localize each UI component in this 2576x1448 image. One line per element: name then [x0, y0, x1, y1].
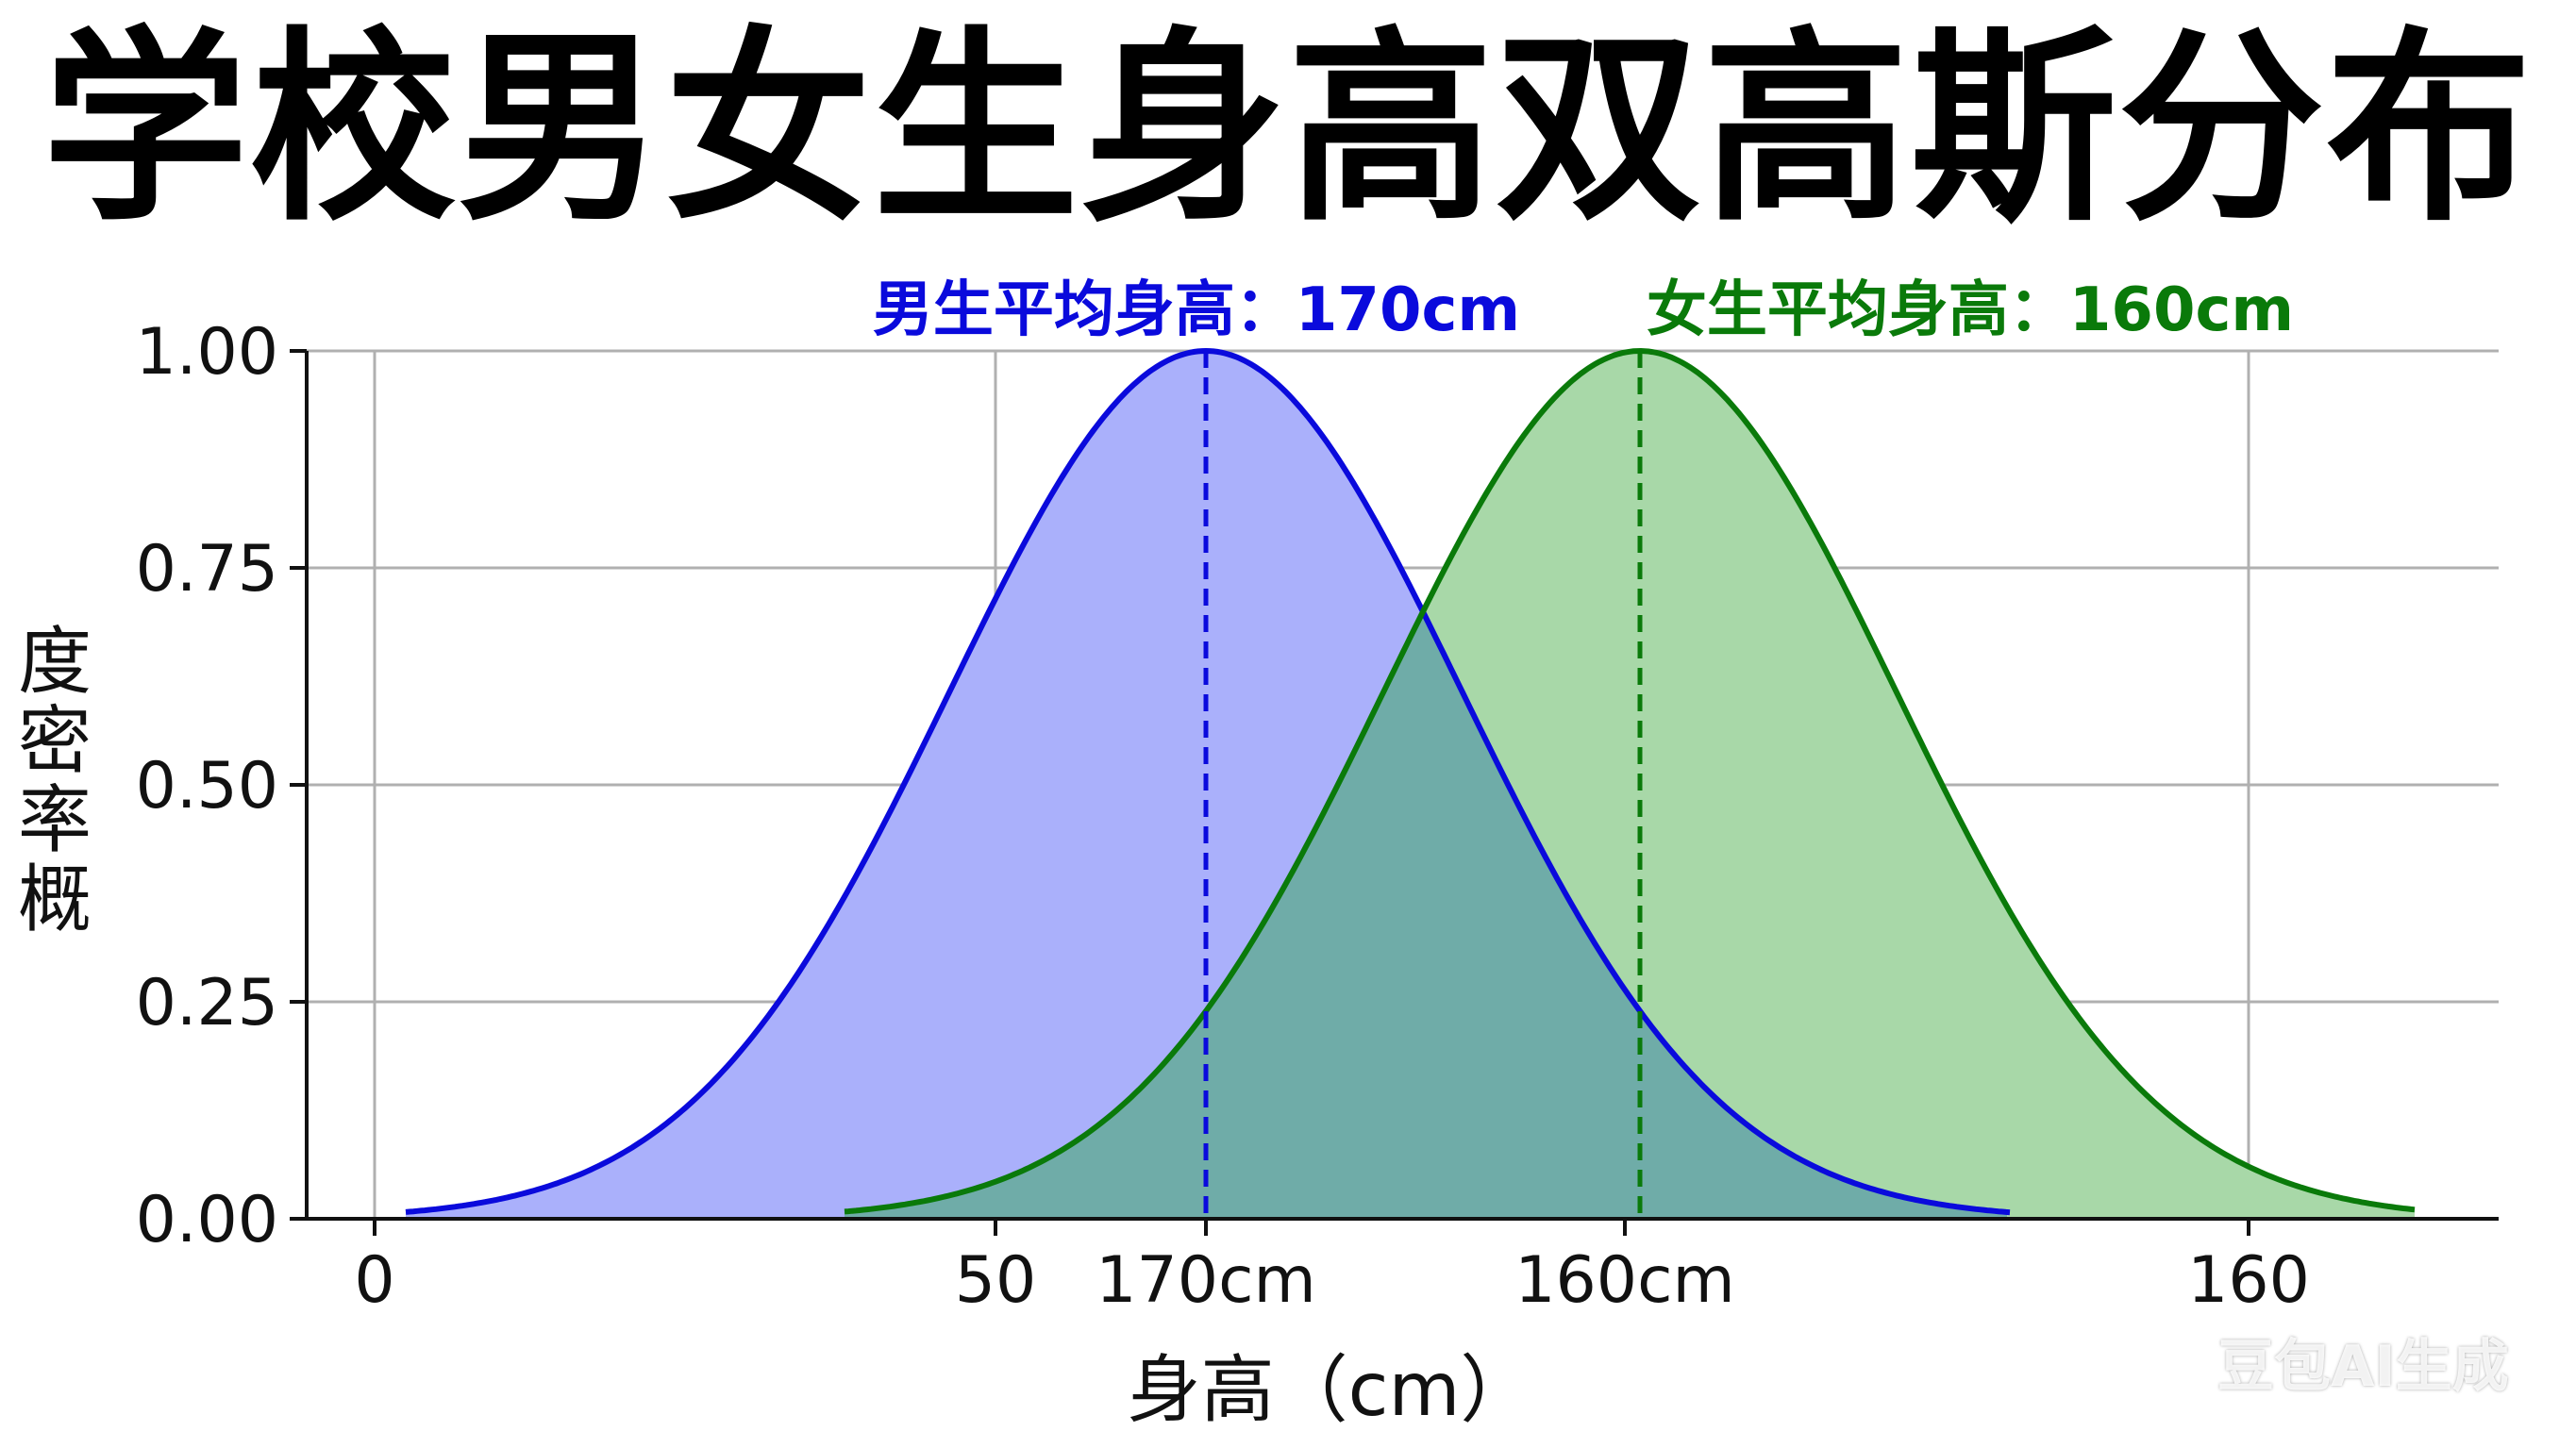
x-tick-label: 160cm — [1514, 1243, 1734, 1318]
y-tick-label: 0.75 — [136, 532, 278, 607]
female-density-curve — [844, 347, 2416, 1215]
watermark: 豆包AI生成 — [2217, 1334, 2509, 1400]
y-axis-label-char: 率 — [18, 778, 92, 863]
female-mean-annotation: 女生平均身高：160cm — [1647, 275, 2294, 345]
density-curves — [405, 347, 2416, 1219]
y-axis-label-char: 密 — [18, 699, 92, 784]
y-tick-label: 0.50 — [136, 749, 278, 824]
y-tick-labels: 0.00 0.25 0.50 0.75 1.00 — [136, 315, 307, 1257]
x-tick-label: 160 — [2187, 1243, 2310, 1318]
male-mean-annotation: 男生平均身高：170cm — [873, 275, 1520, 345]
overlap-density-area — [845, 613, 2007, 1219]
y-axis-label-char: 度 — [18, 620, 92, 705]
x-tick-label: 50 — [955, 1243, 1037, 1318]
y-tick-label: 0.25 — [136, 966, 278, 1040]
x-axis-label: 身高（cm） — [1128, 1348, 1534, 1433]
y-tick-label: 0.00 — [136, 1183, 278, 1257]
y-tick-label: 1.00 — [136, 315, 278, 390]
x-tick-label: 170cm — [1096, 1243, 1315, 1318]
y-axis-label-char: 概 — [18, 857, 92, 942]
chart-title: 学校男女生身高双高斯分布 — [42, 10, 2534, 249]
x-tick-labels: 0 50 170cm 160cm 160 — [354, 1219, 2310, 1318]
x-tick-label: 0 — [354, 1243, 394, 1318]
